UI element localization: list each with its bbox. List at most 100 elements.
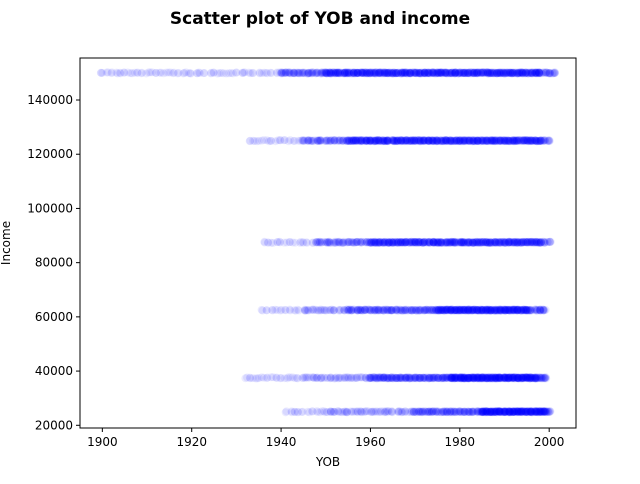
scatter-point [508, 408, 517, 417]
scatter-point [411, 407, 420, 416]
scatter-point [335, 373, 344, 382]
scatter-point [272, 374, 281, 383]
scatter-point [323, 373, 332, 382]
scatter-point [481, 407, 490, 416]
scatter-point [320, 408, 329, 417]
scatter-point [367, 373, 376, 382]
scatter-point [387, 407, 396, 416]
scatter-point [516, 407, 525, 416]
scatter-point [442, 407, 451, 416]
scatter-point [536, 408, 545, 417]
scatter-point [505, 407, 514, 416]
scatter-point [494, 407, 503, 416]
scatter-point [523, 407, 532, 416]
scatter-point [287, 408, 296, 417]
scatter-point [336, 407, 345, 416]
scatter-point [492, 408, 501, 417]
scatter-point [416, 407, 425, 416]
scatter-point [541, 407, 550, 416]
scatter-point [263, 373, 272, 382]
scatter-point [371, 373, 380, 382]
scatter-point [343, 407, 352, 416]
scatter-point [342, 408, 351, 417]
scatter-point [458, 407, 467, 416]
scatter-point [477, 407, 486, 416]
scatter-point [532, 407, 541, 416]
scatter-point [526, 407, 535, 416]
scatter-point [327, 373, 336, 382]
scatter-point [521, 407, 530, 416]
scatter-point [448, 407, 457, 416]
scatter-point [412, 408, 421, 417]
scatter-point [439, 407, 448, 416]
scatter-point [486, 408, 495, 417]
scatter-point [439, 407, 448, 416]
scatter-point [534, 408, 543, 417]
scatter-point [482, 407, 491, 416]
x-tick-label: 1940 [266, 435, 297, 449]
scatter-point [373, 407, 382, 416]
y-tick-label: 100000 [27, 201, 73, 215]
scatter-point [493, 407, 502, 416]
scatter-point [532, 407, 541, 416]
scatter-point [505, 407, 514, 416]
scatter-point [287, 407, 296, 416]
scatter-point [497, 408, 506, 417]
scatter-point [379, 407, 388, 416]
scatter-point [489, 407, 498, 416]
scatter-point [337, 374, 346, 383]
scatter-point [283, 374, 292, 383]
scatter-point [429, 407, 438, 416]
scatter-point [504, 407, 513, 416]
scatter-point [487, 407, 496, 416]
scatter-point [487, 407, 496, 416]
scatter-point [514, 408, 523, 417]
scatter-point [492, 408, 501, 417]
scatter-point [282, 407, 291, 416]
scatter-point [481, 408, 490, 417]
scatter-point [259, 373, 268, 382]
scatter-point [542, 408, 551, 417]
scatter-point [425, 408, 434, 417]
scatter-point [352, 373, 361, 382]
scatter-point [482, 407, 491, 416]
scatter-point [513, 407, 522, 416]
scatter-point [416, 407, 425, 416]
scatter-point [536, 407, 545, 416]
scatter-point [353, 408, 362, 417]
scatter-point [527, 407, 536, 416]
scatter-point [437, 408, 446, 417]
scatter-point [347, 407, 356, 416]
scatter-point [382, 407, 391, 416]
scatter-point [326, 407, 335, 416]
scatter-point [445, 408, 454, 417]
scatter-point [528, 407, 537, 416]
scatter-point [353, 407, 362, 416]
scatter-point [517, 408, 526, 417]
scatter-point [543, 407, 552, 416]
scatter-point [476, 407, 485, 416]
scatter-point [477, 407, 486, 416]
scatter-point [305, 408, 314, 417]
scatter-point [366, 373, 375, 382]
scatter-point [409, 408, 418, 417]
y-tick-label: 40000 [35, 364, 73, 378]
scatter-point [508, 407, 517, 416]
scatter-point [478, 407, 487, 416]
scatter-point [504, 407, 513, 416]
scatter-point [505, 407, 514, 416]
scatter-point [365, 373, 374, 382]
scatter-point [417, 408, 426, 417]
scatter-point [418, 408, 427, 417]
scatter-point [421, 407, 430, 416]
scatter-point [316, 374, 325, 383]
scatter-point [515, 407, 524, 416]
scatter-point [312, 407, 321, 416]
scatter-point [539, 408, 548, 417]
scatter-point [364, 407, 373, 416]
scatter-point [427, 408, 436, 417]
scatter-point [304, 373, 313, 382]
scatter-point [418, 407, 427, 416]
scatter-point [474, 407, 483, 416]
scatter-point [334, 407, 343, 416]
